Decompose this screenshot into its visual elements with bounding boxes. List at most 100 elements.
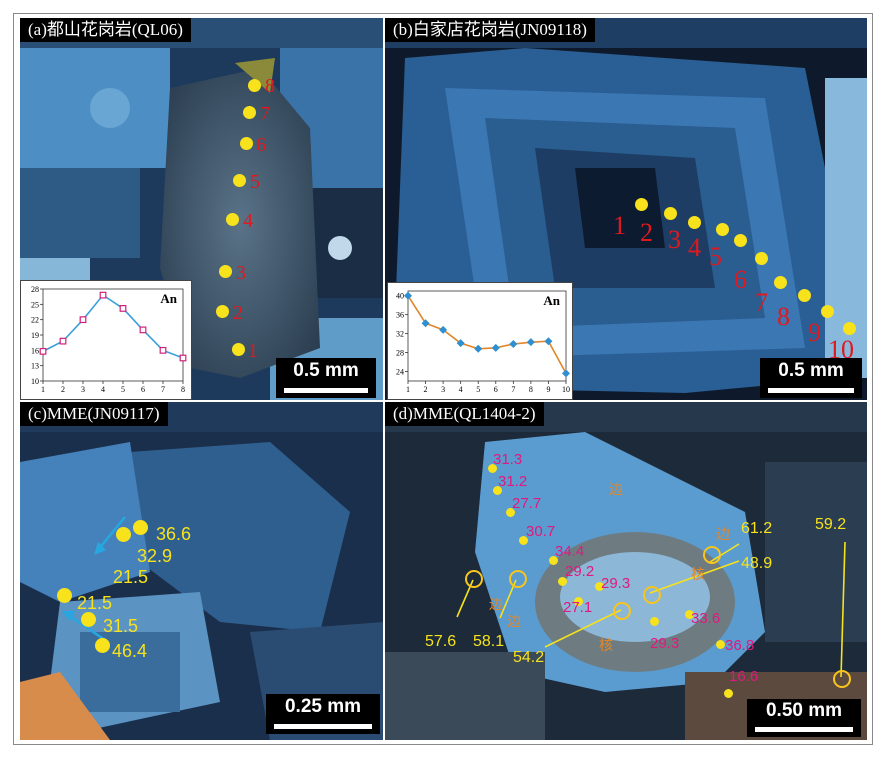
spot-b-4 <box>716 223 729 236</box>
chart-b-xtick-label-7: 8 <box>529 385 533 394</box>
yel-value-2: 59.2 <box>815 516 847 533</box>
arrow-head-c-2 <box>62 611 75 621</box>
arrow-d-3 <box>649 560 740 594</box>
chart-a-legend: An <box>160 291 177 306</box>
panel-a-title: (a)都山花岗岩(QL06) <box>20 18 191 42</box>
yel-value-1: 61.2 <box>741 520 773 537</box>
chart-a-ytick-label-3: 19 <box>31 331 39 340</box>
ring-d-4 <box>465 570 483 588</box>
chart-b-ytick-label-0: 24 <box>396 368 404 377</box>
mag-value-9: 33.6 <box>691 610 721 627</box>
spot-b-6 <box>755 252 768 265</box>
scale-label-d: 0.50 mm <box>765 700 843 721</box>
spot-a-label-5: 5 <box>250 171 260 193</box>
spot-b-label-5: 5 <box>709 242 722 271</box>
panel-d-title: (d)MME(QL1404-2) <box>385 402 544 426</box>
chart-a-xtick-label-7: 8 <box>181 385 185 394</box>
micrograph-c <box>20 402 383 740</box>
arrows-c <box>62 516 126 644</box>
scale-line-c <box>274 724 372 729</box>
value-c-6: 46.4 <box>112 641 148 661</box>
scale-line-b <box>768 388 854 393</box>
spot-d-8 <box>574 597 583 606</box>
ring-d-2 <box>833 670 851 688</box>
value-c-5: 31.5 <box>103 616 139 636</box>
mag-value-11: 36.8 <box>725 637 755 654</box>
spot-a-label-3: 3 <box>236 262 246 284</box>
panel-c: (c)MME(JN09117) 36.6 32.9 21.5 21.5 31.5… <box>20 402 383 740</box>
scale-bar-c: 0.25 mm <box>266 694 380 734</box>
chart-a-point-8 <box>179 354 187 362</box>
chart-a-point-4 <box>99 291 107 299</box>
spot-b-1 <box>635 198 648 211</box>
chart-b-xtick-label-6: 7 <box>511 385 515 394</box>
chart-a-point-5 <box>119 305 127 312</box>
chart-b-xtick-label-3: 4 <box>459 385 463 394</box>
spot-b-9 <box>821 305 834 318</box>
spot-b-label-7: 7 <box>755 288 768 317</box>
spot-b-5 <box>734 234 747 247</box>
spot-b-label-8: 8 <box>777 302 790 331</box>
yel-value-4: 57.6 <box>425 633 457 650</box>
inset-chart-a-svg: 10 13 16 19 22 25 28 1 2 3 4 5 6 7 8 An <box>31 285 187 394</box>
scale-bar-a: 0.5 mm <box>276 358 376 398</box>
chart-b-point-8 <box>526 338 535 347</box>
spot-c-5 <box>95 638 110 653</box>
chart-b-ytick-label-4: 40 <box>396 292 404 301</box>
spot-b-label-10: 10 <box>828 335 854 364</box>
chart-a-xtick-label-5: 6 <box>141 385 145 394</box>
chart-b-ytick-label-1: 28 <box>396 349 404 358</box>
spot-a-7 <box>243 106 256 119</box>
value-c-1: 36.6 <box>156 524 192 544</box>
spot-d-6 <box>558 577 567 586</box>
mag-value-7: 29.3 <box>601 575 631 592</box>
chart-b-xtick-label-1: 2 <box>424 385 428 394</box>
spot-b-label-9: 9 <box>808 318 821 347</box>
chart-a-xtick-label-2: 3 <box>81 385 85 394</box>
spot-c-4 <box>81 612 96 627</box>
chart-b-series-line <box>407 295 567 374</box>
mag-value-12: 16.6 <box>729 668 759 685</box>
spot-c-2 <box>116 527 131 542</box>
chart-b-point-10 <box>562 369 570 378</box>
chart-b-point-9 <box>544 337 553 346</box>
micrograph-a <box>20 18 383 400</box>
chart-b-point-1 <box>404 291 412 300</box>
chart-a-ytick-label-4: 22 <box>31 316 39 325</box>
mag-value-10: 29.3 <box>650 635 680 652</box>
spot-d-10 <box>650 617 659 626</box>
chart-a-point-1 <box>39 347 47 355</box>
spot-a-4 <box>226 213 239 226</box>
chart-b-ytick-label-2: 32 <box>396 330 404 339</box>
spot-a-6 <box>240 137 253 150</box>
arrow-c-2 <box>67 613 109 644</box>
spot-d-3 <box>506 508 515 517</box>
panel-b-title: (b)白家店花岗岩(JN09118) <box>385 18 595 42</box>
spot-d-11 <box>716 640 725 649</box>
chart-b-point-4 <box>456 339 465 348</box>
spot-b-label-1: 1 <box>613 211 626 240</box>
mag-value-3: 27.7 <box>512 495 542 512</box>
mag-value-4: 30.7 <box>526 523 556 540</box>
chart-b-xtick-label-5: 6 <box>494 385 498 394</box>
spot-b-10 <box>843 322 856 335</box>
yel-value-3: 48.9 <box>741 555 773 572</box>
spot-a-label-4: 4 <box>243 210 253 232</box>
arrows-d <box>456 541 846 678</box>
chart-b-xtick-label-9: 10 <box>562 385 570 394</box>
chart-a-point-2 <box>59 337 67 345</box>
arrow-d-2 <box>840 541 846 678</box>
ring-d-3 <box>643 586 661 604</box>
spot-a-label-8: 8 <box>265 75 275 97</box>
scale-label-a: 0.5 mm <box>293 360 359 381</box>
spot-b-label-6: 6 <box>734 265 747 294</box>
chart-a-xtick-label-3: 4 <box>101 385 105 394</box>
spot-b-label-4: 4 <box>688 233 701 262</box>
chart-b-legend: An <box>543 293 560 308</box>
micrograph-d <box>385 402 867 740</box>
spot-b-8 <box>798 289 811 302</box>
spot-d-12 <box>724 689 733 698</box>
mag-value-8: 27.1 <box>563 599 593 616</box>
yel-value-5: 58.1 <box>473 633 505 650</box>
chart-b-xtick-label-2: 3 <box>441 385 445 394</box>
